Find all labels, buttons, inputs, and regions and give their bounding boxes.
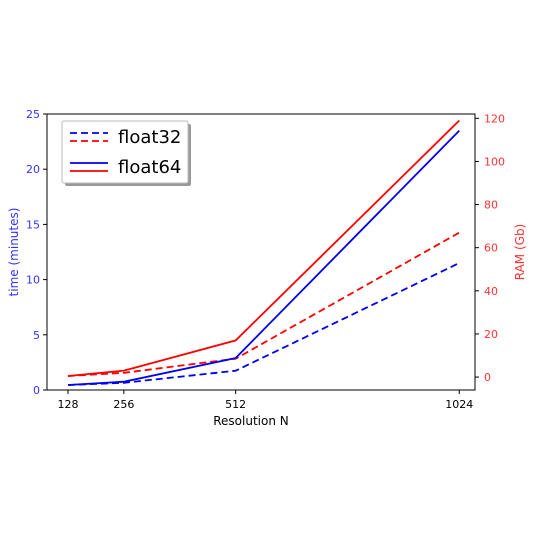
y-axis-left-label: time (minutes) bbox=[7, 208, 21, 297]
x-axis: 128 256 512 1024 bbox=[57, 390, 473, 411]
y-axis-right-label: RAM (Gb) bbox=[513, 224, 527, 281]
legend-label: float64 bbox=[118, 157, 181, 178]
y-right-tick-label: 0 bbox=[484, 371, 491, 384]
legend-box bbox=[61, 120, 189, 184]
series-float32-ram-line bbox=[67, 231, 460, 377]
y-right-tick-label: 40 bbox=[484, 285, 498, 298]
y-left-tick-label: 25 bbox=[26, 108, 40, 121]
series-lines bbox=[67, 119, 460, 386]
y-right-tick-label: 20 bbox=[484, 328, 498, 341]
y-left-tick-label: 20 bbox=[26, 163, 40, 176]
series-float64-time-line bbox=[67, 129, 460, 386]
legend-label: float32 bbox=[118, 127, 181, 148]
y-left-tick-label: 10 bbox=[26, 274, 40, 287]
y-right-tick-label: 100 bbox=[484, 155, 505, 168]
left-axis: 0 5 10 15 20 25 bbox=[26, 108, 47, 397]
x-tick-label: 1024 bbox=[445, 398, 473, 411]
plot-area bbox=[46, 113, 476, 391]
y-right-tick-label: 60 bbox=[484, 242, 498, 255]
y-left-tick-label: 15 bbox=[26, 218, 40, 231]
y-left-tick-label: 0 bbox=[33, 384, 40, 397]
series-float64-ram-line bbox=[67, 119, 460, 377]
x-tick-label: 128 bbox=[57, 398, 78, 411]
x-tick-label: 256 bbox=[113, 398, 134, 411]
plot-frame bbox=[46, 113, 476, 391]
right-axis: 0 20 40 60 80 100 120 bbox=[475, 112, 505, 384]
legend: float32 float64 bbox=[61, 120, 191, 186]
series-float32-time-line bbox=[67, 262, 460, 386]
x-tick-label: 512 bbox=[225, 398, 246, 411]
y-right-tick-label: 120 bbox=[484, 112, 505, 125]
x-axis-label: Resolution N bbox=[213, 414, 289, 428]
y-right-tick-label: 80 bbox=[484, 199, 498, 212]
y-left-tick-label: 5 bbox=[33, 329, 40, 342]
